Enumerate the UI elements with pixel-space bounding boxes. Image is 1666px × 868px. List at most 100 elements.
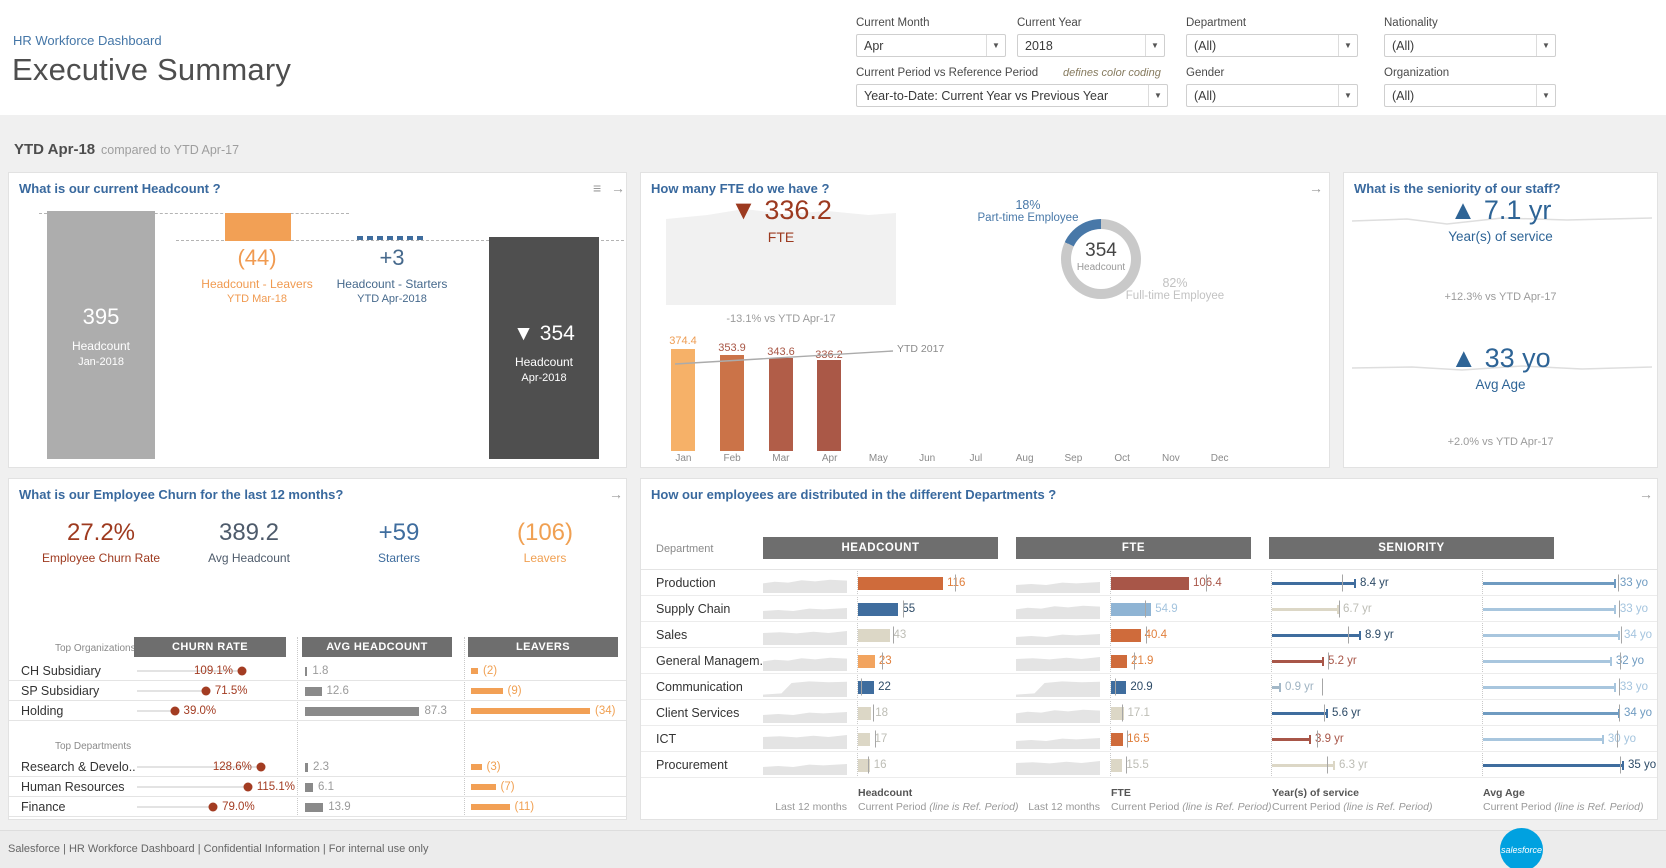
avg-headcount-bar[interactable] [305, 686, 322, 696]
caret-down-icon[interactable]: ▼ [1338, 35, 1357, 56]
table-row[interactable]: CH Subsidiary 109.1% 1.8 (2) [9, 661, 626, 681]
age-line[interactable] [1483, 682, 1616, 692]
table-row[interactable]: Production 116 106.4 8.4 yr 33 yo [641, 570, 1657, 596]
leavers-bar[interactable] [471, 764, 482, 770]
caret-down-icon[interactable]: ▼ [1536, 85, 1555, 106]
table-row[interactable]: Sales 43 40.4 8.9 yr 34 yo [641, 622, 1657, 648]
headcount-bar[interactable] [858, 732, 871, 746]
service-line[interactable] [1272, 604, 1339, 614]
leavers-bar[interactable] [471, 668, 478, 674]
age-line[interactable] [1483, 760, 1624, 770]
department-select[interactable]: (All) ▼ [1186, 34, 1358, 57]
churn-dot[interactable] [201, 686, 211, 696]
caret-down-icon[interactable]: ▼ [1338, 85, 1357, 106]
organization-select[interactable]: (All) ▼ [1384, 84, 1556, 107]
table-row[interactable]: Procurement 16 15.5 6.3 yr 35 yo [641, 752, 1657, 778]
age-line[interactable] [1483, 630, 1620, 640]
fte-bar[interactable] [1111, 576, 1190, 590]
arrow-right-icon[interactable]: → [609, 486, 623, 502]
arrow-right-icon[interactable]: → [1309, 180, 1323, 196]
headcount-bar[interactable] [858, 680, 875, 694]
churn-dot[interactable] [256, 762, 266, 772]
headcount-bar[interactable] [858, 602, 899, 616]
service-line[interactable] [1272, 656, 1324, 666]
table-row[interactable]: Communication 22 20.9 0.9 yr 33 yo [641, 674, 1657, 700]
fte-bar[interactable] [1111, 706, 1124, 720]
age-line[interactable] [1483, 604, 1616, 614]
employment-type-donut[interactable]: 354 Headcount [1061, 219, 1141, 299]
fte-bar[interactable] [1111, 602, 1152, 616]
table-row[interactable]: Client Services 18 17.1 5.6 yr 34 yo [641, 700, 1657, 726]
avg-headcount-bar[interactable] [305, 666, 308, 676]
avg-headcount-bar[interactable] [305, 762, 308, 772]
nationality-select[interactable]: (All) ▼ [1384, 34, 1556, 57]
current-year-select[interactable]: 2018 ▼ [1017, 34, 1165, 57]
menu-icon[interactable]: ≡ [593, 180, 602, 196]
churn-dot[interactable] [243, 782, 253, 792]
caret-down-icon[interactable]: ▼ [1145, 35, 1164, 56]
headcount-bar[interactable] [858, 758, 870, 772]
headcount-end-bar[interactable]: ▼ 354 Headcount Apr-2018 [489, 236, 599, 459]
caret-down-icon[interactable]: ▼ [1148, 85, 1167, 106]
fte-bar[interactable] [1111, 654, 1128, 668]
service-line[interactable] [1272, 734, 1311, 744]
churn-rate-column-header[interactable]: CHURN RATE [134, 637, 286, 657]
fte-bar-mar[interactable] [769, 357, 793, 451]
headcount-group-header[interactable]: HEADCOUNT [763, 537, 998, 559]
avg-headcount-bar[interactable] [305, 706, 420, 716]
period-compare-select[interactable]: Year-to-Date: Current Year vs Previous Y… [856, 84, 1168, 107]
caret-down-icon[interactable]: ▼ [986, 35, 1005, 56]
service-line[interactable] [1272, 760, 1335, 770]
current-month-select[interactable]: Apr ▼ [856, 34, 1006, 57]
headcount-start-bar[interactable]: 395 Headcount Jan-2018 [47, 211, 155, 459]
arrow-right-icon[interactable]: → [1639, 486, 1653, 502]
headcount-bar[interactable] [858, 628, 890, 642]
avg-headcount-bar[interactable] [305, 802, 324, 812]
salesforce-logo[interactable]: salesforce [1500, 828, 1543, 868]
table-row[interactable]: Finance 79.0% 13.9 (11) [9, 797, 626, 817]
table-row[interactable]: Research & Develo.. 128.6% 2.3 (3) [9, 757, 626, 777]
service-line[interactable] [1272, 682, 1281, 692]
age-line[interactable] [1483, 734, 1604, 744]
table-row[interactable]: ICT 17 16.5 3.9 yr 30 yo [641, 726, 1657, 752]
breadcrumb[interactable]: HR Workforce Dashboard [13, 33, 162, 48]
table-row[interactable]: General Managem.. 23 21.9 5.2 yr 32 yo [641, 648, 1657, 674]
arrow-right-icon[interactable]: → [611, 180, 625, 196]
table-row[interactable]: Human Resources 115.1% 6.1 (7) [9, 777, 626, 797]
leavers-bar[interactable] [471, 784, 496, 790]
service-line[interactable] [1272, 630, 1361, 640]
fte-bar-apr[interactable] [817, 359, 841, 451]
fte-bar-feb[interactable] [720, 354, 744, 451]
age-line[interactable] [1483, 656, 1612, 666]
starters-bar[interactable] [357, 236, 423, 240]
leavers-bar[interactable] [225, 213, 291, 241]
leavers-column-header[interactable]: LEAVERS [468, 637, 618, 657]
leavers-bar[interactable] [471, 804, 510, 810]
churn-dot[interactable] [170, 706, 180, 716]
headcount-bar[interactable] [858, 576, 944, 590]
age-line[interactable] [1483, 578, 1616, 588]
fte-bar[interactable] [1111, 758, 1123, 772]
seniority-group-header[interactable]: SENIORITY [1269, 537, 1554, 559]
headcount-bar[interactable] [858, 654, 875, 668]
service-line[interactable] [1272, 708, 1328, 718]
age-line[interactable] [1483, 708, 1620, 718]
avg-headcount-bar[interactable] [305, 782, 313, 792]
churn-dot[interactable] [208, 802, 218, 812]
fte-bar[interactable] [1111, 680, 1127, 694]
caret-down-icon[interactable]: ▼ [1536, 35, 1555, 56]
avg-headcount-column-header[interactable]: AVG HEADCOUNT [302, 637, 452, 657]
table-row[interactable]: Supply Chain 55 54.9 6.7 yr 33 yo [641, 596, 1657, 622]
fte-group-header[interactable]: FTE [1016, 537, 1251, 559]
headcount-bar[interactable] [858, 706, 872, 720]
table-row[interactable]: Holding 39.0% 87.3 (34) [9, 701, 626, 721]
table-row[interactable]: SP Subsidiary 71.5% 12.6 (9) [9, 681, 626, 701]
fte-bar[interactable] [1111, 732, 1124, 746]
leavers-bar[interactable] [471, 708, 590, 714]
service-line[interactable] [1272, 578, 1356, 588]
fte-bar[interactable] [1111, 628, 1141, 642]
churn-dot[interactable] [237, 666, 247, 676]
fte-bar-jan[interactable] [671, 349, 695, 451]
gender-select[interactable]: (All) ▼ [1186, 84, 1358, 107]
leavers-bar[interactable] [471, 688, 503, 694]
